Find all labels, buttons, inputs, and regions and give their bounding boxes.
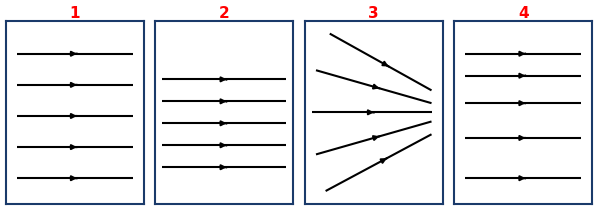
Title: 2: 2	[219, 6, 230, 21]
Title: 3: 3	[368, 6, 379, 21]
Title: 4: 4	[518, 6, 529, 21]
Title: 1: 1	[69, 6, 80, 21]
